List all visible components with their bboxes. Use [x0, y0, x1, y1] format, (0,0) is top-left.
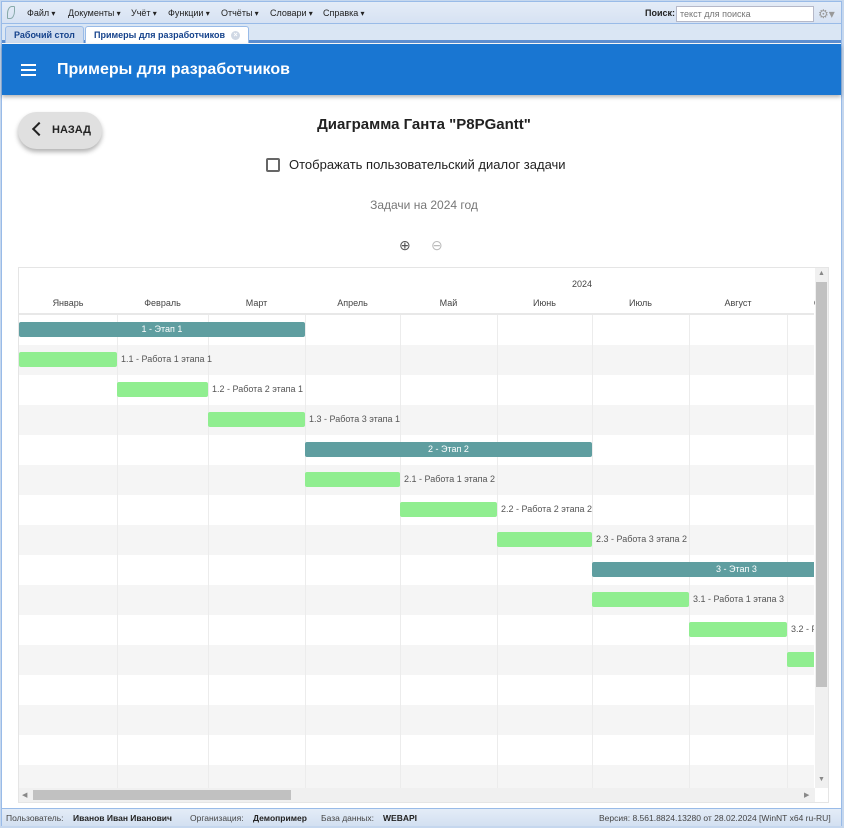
- gantt-task-bar[interactable]: [400, 502, 497, 517]
- back-label: НАЗАД: [52, 124, 91, 136]
- gantt-stage-bar[interactable]: 1 - Этап 1: [19, 322, 305, 337]
- gantt-row: [19, 675, 814, 705]
- gantt-row: [19, 345, 814, 375]
- task-label: 2.3 - Работа 3 этапа 2: [596, 534, 688, 544]
- gridline: [787, 315, 788, 788]
- gantt-row: [19, 645, 814, 675]
- scroll-down-icon[interactable]: ▼: [818, 776, 825, 783]
- gridline: [689, 315, 690, 788]
- zoom-out-icon[interactable]: ⊖: [431, 237, 443, 253]
- tab-label: Рабочий стол: [14, 30, 75, 40]
- status-bar: Пользователь: Иванов Иван Иванович Орган…: [2, 808, 841, 826]
- page-title: Диаграмма Ганта "P8PGantt": [317, 116, 531, 133]
- gantt-row: [19, 465, 814, 495]
- menu-file[interactable]: Файл: [27, 8, 55, 18]
- menu-documents[interactable]: Документы: [68, 8, 121, 18]
- gantt-stage-bar[interactable]: 2 - Этап 2: [305, 442, 592, 457]
- task-label: 2.2 - Работа 2 этапа 2: [501, 504, 593, 514]
- gantt-row: [19, 735, 814, 765]
- horizontal-scroll-thumb[interactable]: [33, 790, 291, 800]
- horizontal-scrollbar[interactable]: ◀ ▶: [19, 788, 815, 802]
- menu-help[interactable]: Справка: [323, 8, 365, 18]
- menu-dictionaries[interactable]: Словари: [270, 8, 313, 18]
- checkbox-label: Отображать пользовательский диалог задач…: [289, 157, 566, 172]
- gridline: [592, 315, 593, 788]
- scroll-left-icon[interactable]: ◀: [22, 792, 28, 799]
- tab-bar: Рабочий стол Примеры для разработчиков ×: [2, 24, 841, 43]
- gantt-task-bar[interactable]: [787, 652, 814, 667]
- app-logo-icon: [7, 6, 15, 19]
- menu-reports[interactable]: Отчёты: [221, 8, 259, 18]
- task-label: 3.2 - Работа 2 этапа 3: [791, 624, 814, 634]
- gantt-task-bar[interactable]: [117, 382, 208, 397]
- menu-accounting[interactable]: Учёт: [131, 8, 157, 18]
- vertical-scroll-thumb[interactable]: [816, 282, 827, 687]
- gridline: [208, 315, 209, 788]
- org-name: Демопример: [253, 813, 307, 823]
- gantt-task-bar[interactable]: [497, 532, 592, 547]
- version-info: Версия: 8.561.8824.13280 от 28.02.2024 […: [599, 813, 831, 823]
- app-bar-title: Примеры для разработчиков: [57, 61, 290, 78]
- user-name: Иванов Иван Иванович: [73, 813, 172, 823]
- gantt-stage-bar[interactable]: 3 - Этап 3: [592, 562, 814, 577]
- gantt-row: [19, 405, 814, 435]
- gantt-row: [19, 525, 814, 555]
- month-label: Февраль: [144, 298, 181, 308]
- search-label: Поиск:: [645, 8, 676, 18]
- zoom-in-icon[interactable]: ⊕: [399, 237, 411, 253]
- back-button[interactable]: НАЗАД: [18, 112, 102, 149]
- gantt-header: 2024 Январь Февраль Март Апрель Май Июнь Июль А…: [19, 268, 828, 315]
- year-label: 2024: [572, 279, 593, 289]
- task-label: 1.3 - Работа 3 этапа 1: [309, 414, 401, 424]
- month-label: Апрель: [337, 298, 368, 308]
- task-label: 1.2 - Работа 2 этапа 1: [212, 384, 304, 394]
- gantt-row: [19, 705, 814, 735]
- month-label: Май: [439, 298, 458, 308]
- gridline: [305, 315, 306, 788]
- vertical-scrollbar[interactable]: ▲ ▼: [815, 268, 828, 788]
- gantt-task-bar[interactable]: [208, 412, 305, 427]
- month-label: Июль: [629, 298, 652, 308]
- user-label: Пользователь:: [6, 813, 64, 823]
- gridline: [400, 315, 401, 788]
- gantt-task-bar[interactable]: [592, 592, 689, 607]
- tab-dev-examples[interactable]: Примеры для разработчиков ×: [85, 26, 250, 43]
- show-custom-dialog-checkbox[interactable]: [266, 158, 280, 172]
- month-label: Январь: [52, 298, 84, 308]
- task-label: 3.1 - Работа 1 этапа 3: [693, 594, 785, 604]
- month-label: Март: [245, 298, 268, 308]
- gantt-row: [19, 765, 814, 788]
- gantt-task-bar[interactable]: [689, 622, 787, 637]
- db-label: База данных:: [321, 813, 374, 823]
- app-bar: Примеры для разработчиков: [2, 44, 841, 95]
- gantt-task-bar[interactable]: [305, 472, 400, 487]
- org-label: Организация:: [190, 813, 244, 823]
- month-label: Август: [724, 298, 752, 308]
- gear-icon[interactable]: ⚙▾: [818, 7, 835, 21]
- tab-label: Примеры для разработчиков: [94, 30, 226, 40]
- task-label: 1.1 - Работа 1 этапа 1: [121, 354, 213, 364]
- scroll-up-icon[interactable]: ▲: [818, 270, 825, 277]
- tab-desktop[interactable]: Рабочий стол: [5, 26, 84, 43]
- search-input[interactable]: [676, 6, 814, 22]
- gridline: [497, 315, 498, 788]
- gantt-task-bar[interactable]: [19, 352, 117, 367]
- scroll-right-icon[interactable]: ▶: [804, 792, 810, 799]
- menu-functions[interactable]: Функции: [168, 8, 210, 18]
- close-tab-icon[interactable]: ×: [231, 31, 241, 41]
- db-name: WEBAPI: [383, 813, 417, 823]
- gridline: [117, 315, 118, 788]
- gantt-subtitle: Задачи на 2024 год: [370, 198, 478, 212]
- menu-bar: Файл Документы Учёт Функции Отчёты Слова…: [2, 2, 841, 24]
- gantt-body: 1 - Этап 1 1.1 - Работа 1 этапа 1 1.2 - Ра…: [19, 315, 814, 788]
- gantt-chart: 2024 Январь Февраль Март Апрель Май Июнь Июль А…: [18, 267, 829, 803]
- menu-icon[interactable]: [21, 64, 36, 76]
- month-label: Июнь: [533, 298, 556, 308]
- task-label: 2.1 - Работа 1 этапа 2: [404, 474, 496, 484]
